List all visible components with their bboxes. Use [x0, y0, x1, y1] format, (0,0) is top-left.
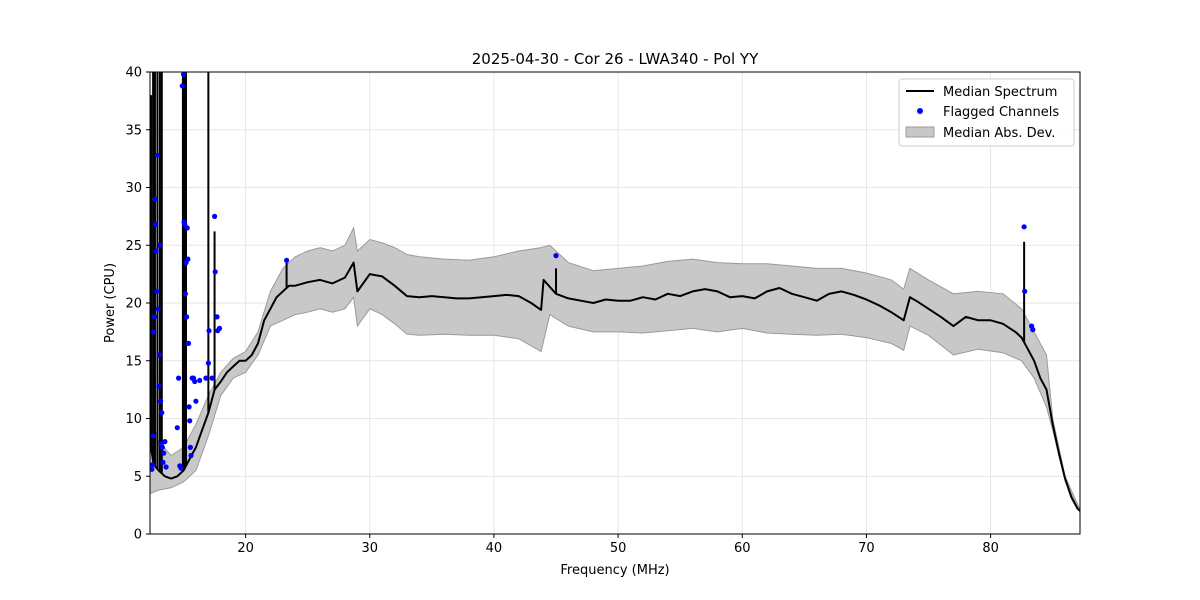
y-tick-label: 35 [125, 123, 142, 138]
flagged-channel-point [153, 221, 159, 228]
flagged-channel-point [158, 398, 164, 404]
flagged-channel-point [553, 253, 559, 259]
flagged-channel-point [185, 340, 192, 346]
y-tick-label: 0 [134, 528, 142, 543]
y-tick-label: 20 [125, 297, 142, 312]
flagged-channel-point [151, 329, 157, 335]
y-tick-label: 10 [125, 412, 142, 427]
flagged-channel-point [203, 375, 209, 381]
flagged-channel-point [152, 196, 158, 202]
flagged-channel-point [176, 375, 182, 381]
flagged-channel-point [192, 378, 198, 385]
flagged-channel-point [150, 433, 156, 439]
flagged-channel-point [206, 328, 212, 334]
flagged-channel-point [150, 466, 155, 472]
y-tick-label: 25 [125, 239, 142, 254]
flagged-channel-point [180, 72, 187, 77]
flagged-channel-point [212, 213, 218, 219]
x-tick-label: 80 [982, 541, 999, 556]
flagged-channel-point [185, 256, 191, 262]
flagged-channel-point [205, 360, 211, 366]
flagged-channel-point [160, 459, 166, 465]
x-tick-label: 50 [610, 541, 627, 556]
flagged-channel-point [284, 257, 290, 263]
flagged-channel-point [1021, 224, 1027, 230]
flagged-channel-point [161, 450, 167, 456]
legend-flagged-swatch [917, 108, 923, 114]
x-tick-label: 30 [361, 541, 378, 556]
flagged-channel-point [187, 444, 193, 450]
flagged-channel-point [154, 152, 160, 158]
y-tick-label: 30 [125, 181, 142, 196]
flagged-channel-point [188, 452, 194, 459]
flagged-channel-point [178, 465, 184, 471]
flagged-channel-point [150, 462, 156, 468]
flagged-channel-point [157, 242, 163, 248]
flagged-channel-point [212, 269, 218, 275]
flagged-channel-point [156, 352, 162, 358]
legend-band-swatch [905, 126, 935, 138]
chart-title: 2025-04-30 - Cor 26 - LWA340 - Pol YY [472, 50, 759, 68]
flagged-channel-point [209, 375, 215, 381]
legend-median-label: Median Spectrum [943, 85, 1057, 100]
flagged-channel-point [193, 398, 199, 404]
flagged-channel-point [155, 306, 161, 312]
flagged-channel-point [1022, 288, 1028, 294]
x-tick-label: 70 [858, 541, 875, 556]
y-tick-label: 40 [125, 66, 142, 81]
x-tick-label: 40 [486, 541, 503, 556]
flagged-channel-point [182, 291, 188, 297]
flagged-channel-point [163, 464, 169, 470]
median-spectrum-line [150, 261, 1080, 512]
legend-band-label: Median Abs. Dev. [943, 126, 1055, 141]
flagged-channel-point [153, 248, 159, 254]
legend-flagged-label: Flagged Channels [943, 105, 1059, 120]
x-axis-label: Frequency (MHz) [560, 563, 669, 578]
flagged-channel-point [184, 314, 190, 320]
x-tick-label: 20 [237, 541, 254, 556]
flagged-channel-point [214, 314, 220, 320]
flagged-channel-point [186, 404, 192, 410]
mad-band [150, 226, 1080, 513]
flagged-channel-point [184, 225, 190, 231]
y-tick-label: 15 [125, 354, 142, 369]
legend: Median Spectrum Flagged Channels Median … [898, 78, 1075, 147]
flagged-channel-point [162, 439, 168, 445]
y-tick-label: 5 [134, 470, 142, 485]
flagged-channel-point [156, 383, 162, 389]
y-axis-label: Power (CPU) [103, 263, 118, 343]
flagged-channel-point [154, 288, 160, 294]
legend-box [898, 78, 1075, 147]
flagged-channel-point [187, 418, 193, 424]
flagged-channel-point [179, 83, 185, 89]
x-tick-label: 60 [734, 541, 751, 556]
flagged-channel-point [216, 325, 223, 331]
flagged-channel-point [151, 314, 157, 320]
flagged-channel-point [174, 425, 180, 431]
flagged-channel-point [159, 410, 165, 416]
flagged-channel-point [159, 444, 165, 450]
flagged-channel-point [197, 377, 203, 383]
flagged-channel-point [1030, 327, 1036, 333]
